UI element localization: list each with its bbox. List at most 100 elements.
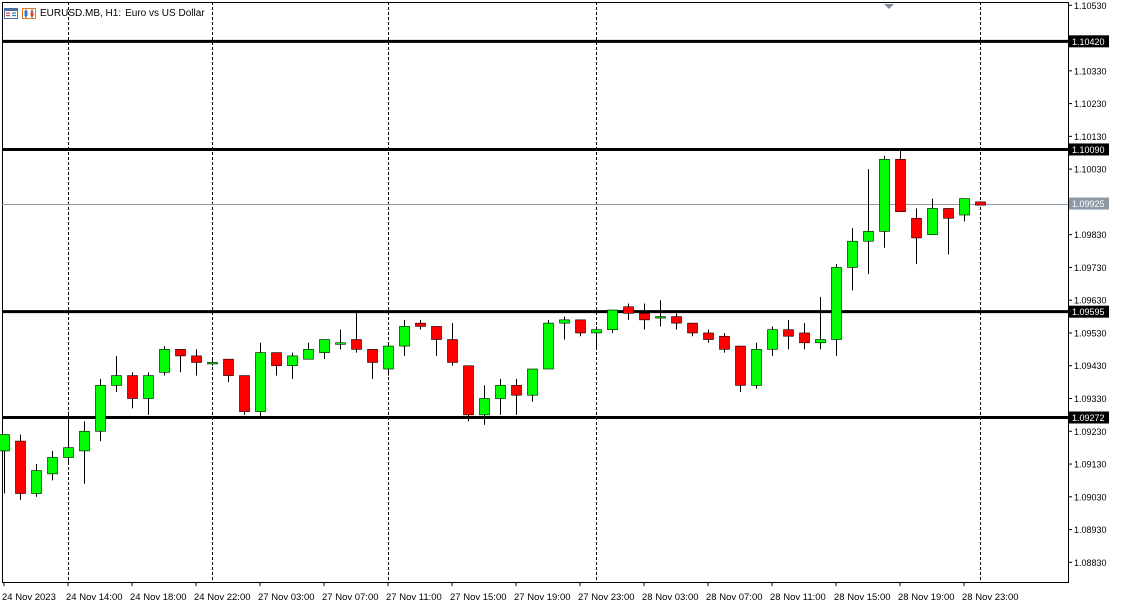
chart-shift-marker-icon[interactable] bbox=[884, 4, 894, 9]
level-price-label: 1.09595 bbox=[1072, 307, 1105, 317]
time-tick-label: 28 Nov 11:00 bbox=[770, 592, 826, 603]
candle-body bbox=[575, 319, 586, 334]
candle-body bbox=[15, 440, 26, 494]
candle-body bbox=[543, 322, 554, 370]
price-tick-label: 1.09130 bbox=[1074, 460, 1107, 470]
time-tick-label: 27 Nov 15:00 bbox=[450, 592, 507, 603]
candle-body bbox=[0, 434, 10, 452]
candle-body bbox=[223, 358, 234, 376]
candle-body bbox=[639, 312, 650, 321]
candle-body bbox=[479, 398, 490, 416]
candle-body bbox=[239, 375, 250, 412]
time-tick-label: 28 Nov 19:00 bbox=[898, 592, 955, 603]
candle-body bbox=[815, 339, 826, 344]
candle-chart-icon bbox=[22, 7, 36, 19]
bid-price-label: 1.09925 bbox=[1072, 199, 1105, 209]
candle-body bbox=[287, 355, 298, 367]
bid-price-box bbox=[1069, 197, 1109, 210]
candle-body bbox=[143, 375, 154, 399]
candle-body bbox=[975, 201, 986, 206]
candle-body bbox=[127, 375, 138, 399]
candle-body bbox=[943, 208, 954, 219]
level-price-box bbox=[1069, 143, 1109, 156]
candle-body bbox=[799, 332, 810, 344]
candle-body bbox=[767, 329, 778, 350]
time-tick-label: 27 Nov 03:00 bbox=[258, 592, 315, 603]
candle-body bbox=[255, 352, 266, 412]
candle-body bbox=[111, 375, 122, 386]
candle-body bbox=[351, 339, 362, 350]
level-price-label: 1.10090 bbox=[1072, 145, 1105, 155]
chart-symbol: EURUSD.MB, H1: bbox=[40, 7, 122, 19]
candle-body bbox=[847, 240, 858, 268]
price-tick-label: 1.10230 bbox=[1074, 99, 1107, 109]
candle-body bbox=[175, 349, 186, 357]
price-tick-label: 1.08830 bbox=[1074, 558, 1107, 568]
candle-body bbox=[431, 326, 442, 340]
candle-body bbox=[463, 365, 474, 416]
candle-body bbox=[703, 332, 714, 340]
level-price-label: 1.09272 bbox=[1072, 413, 1105, 423]
time-tick-label: 28 Nov 23:00 bbox=[962, 592, 1019, 603]
price-tick-label: 1.09330 bbox=[1074, 394, 1107, 404]
candle-body bbox=[495, 385, 506, 399]
time-tick-label: 24 Nov 2023 bbox=[2, 592, 56, 603]
time-tick-label: 28 Nov 03:00 bbox=[642, 592, 699, 603]
candle-body bbox=[895, 158, 906, 213]
time-tick-label: 27 Nov 23:00 bbox=[578, 592, 635, 603]
candle-body bbox=[399, 326, 410, 347]
candle-body bbox=[623, 306, 634, 314]
candle-body bbox=[719, 335, 730, 350]
candle-body bbox=[959, 198, 970, 216]
candle-body bbox=[511, 385, 522, 396]
candle-body bbox=[863, 231, 874, 242]
chart-header: EURUSD.MB, H1: Euro vs US Dollar bbox=[4, 5, 205, 21]
candle-body bbox=[927, 208, 938, 235]
candle-body bbox=[879, 158, 890, 232]
candle-body bbox=[751, 349, 762, 386]
candle-body bbox=[319, 339, 330, 353]
level-price-label: 1.10420 bbox=[1072, 37, 1105, 47]
price-tick-label: 1.10330 bbox=[1074, 66, 1107, 76]
candle-body bbox=[79, 430, 90, 452]
candle-body bbox=[527, 368, 538, 396]
level-price-box bbox=[1069, 411, 1109, 424]
candle-body bbox=[415, 322, 426, 327]
candle-body bbox=[159, 349, 170, 373]
time-tick-label: 27 Nov 11:00 bbox=[386, 592, 442, 603]
candle-body bbox=[303, 349, 314, 360]
candle-body bbox=[31, 470, 42, 494]
price-tick-label: 1.10030 bbox=[1074, 165, 1107, 175]
level-price-box bbox=[1069, 305, 1109, 318]
price-tick-label: 1.09830 bbox=[1074, 230, 1107, 240]
price-tick-label: 1.10530 bbox=[1074, 1, 1107, 11]
candle-body bbox=[687, 322, 698, 334]
time-tick-label: 24 Nov 14:00 bbox=[66, 592, 123, 603]
candle-body bbox=[671, 316, 682, 324]
candle-body bbox=[191, 355, 202, 363]
candle-body bbox=[63, 447, 74, 458]
candle-body bbox=[207, 362, 218, 365]
candle-body bbox=[335, 342, 346, 345]
price-tick-label: 1.09530 bbox=[1074, 328, 1107, 338]
time-tick-label: 28 Nov 07:00 bbox=[706, 592, 763, 603]
time-tick-label: 24 Nov 22:00 bbox=[194, 592, 251, 603]
candle-body bbox=[783, 329, 794, 337]
price-tick-label: 1.09430 bbox=[1074, 361, 1107, 371]
candle-body bbox=[591, 329, 602, 334]
price-tick-label: 1.09630 bbox=[1074, 296, 1107, 306]
chart-window-icon bbox=[4, 7, 18, 19]
time-tick-label: 27 Nov 19:00 bbox=[514, 592, 571, 603]
time-tick-label: 27 Nov 07:00 bbox=[322, 592, 379, 603]
price-tick-label: 1.10130 bbox=[1074, 132, 1107, 142]
candle-body bbox=[559, 319, 570, 324]
candle-body bbox=[735, 345, 746, 386]
candle-body bbox=[447, 339, 458, 363]
candle-body bbox=[271, 352, 282, 367]
price-tick-label: 1.08930 bbox=[1074, 525, 1107, 535]
candle-body bbox=[607, 309, 618, 330]
candle-body bbox=[47, 457, 58, 475]
price-tick-label: 1.09030 bbox=[1074, 492, 1107, 502]
